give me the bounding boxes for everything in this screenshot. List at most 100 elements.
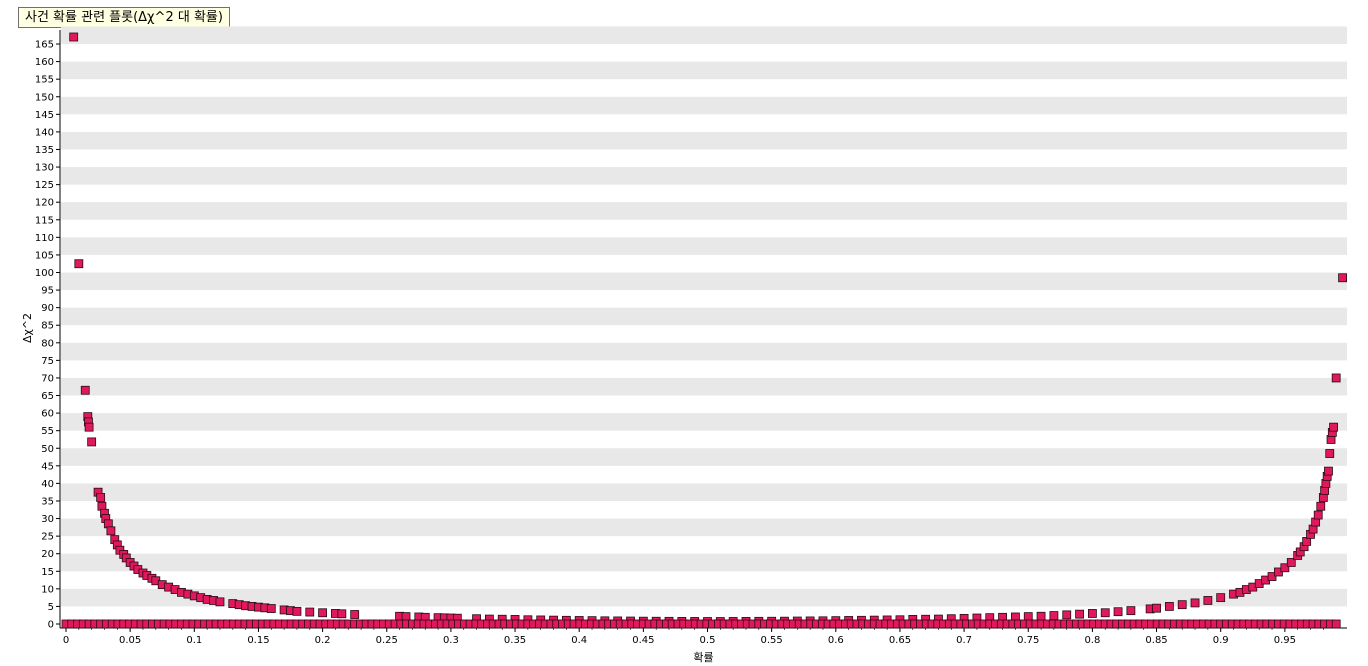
- y-tick-label: 150: [35, 92, 54, 103]
- data-point: [401, 612, 411, 622]
- x-tick-label: 0.3: [443, 635, 459, 646]
- grid-band: [61, 202, 1347, 220]
- x-tick-label: 0.55: [761, 635, 783, 646]
- grid-band: [61, 96, 1347, 115]
- y-tick-label: 30: [41, 514, 54, 525]
- y-tick-label: 15: [41, 567, 54, 578]
- y-tick-label: 90: [41, 303, 54, 314]
- x-axis-ticks: 0 0.05 0.1 0.15 0.2 0.25 0.3 0.35 0.4 0.45 0.5 0.55…: [63, 628, 1324, 646]
- x-tick-label: 0.8: [1084, 635, 1100, 646]
- data-point: [106, 526, 116, 536]
- data-point: [1036, 611, 1046, 621]
- data-point: [1331, 373, 1341, 383]
- data-point: [1280, 563, 1290, 573]
- grid-bands: [61, 26, 1347, 607]
- data-point: [1331, 619, 1341, 629]
- y-tick-label: 5: [48, 602, 54, 613]
- y-tick-label: 75: [41, 356, 54, 367]
- y-tick-label: 20: [41, 549, 54, 560]
- data-point: [350, 610, 360, 619]
- data-point: [1164, 602, 1174, 611]
- y-tick-label: 70: [41, 373, 54, 384]
- data-points: [61, 32, 1347, 629]
- data-point: [80, 385, 90, 395]
- data-point: [1088, 609, 1097, 618]
- x-tick-label: 0.15: [247, 635, 269, 646]
- y-tick-label: 155: [35, 75, 54, 86]
- data-point: [292, 606, 302, 616]
- data-point: [1190, 598, 1200, 608]
- grid-band: [61, 167, 1347, 185]
- y-tick-label: 65: [41, 391, 54, 402]
- data-point: [1113, 607, 1123, 617]
- x-tick-label: 0.75: [1017, 635, 1039, 646]
- x-tick-label: 0.5: [700, 635, 716, 646]
- grid-band: [61, 30, 1347, 45]
- x-tick-label: 0.85: [1145, 635, 1167, 646]
- grid-band: [61, 307, 1347, 326]
- data-point: [318, 608, 328, 618]
- data-point: [1329, 422, 1339, 432]
- y-tick-label: 95: [41, 286, 54, 297]
- x-tick-label: 0: [63, 635, 69, 646]
- x-tick-label: 0.7: [956, 635, 972, 646]
- data-point: [305, 607, 315, 617]
- x-tick-label: 0.35: [504, 635, 526, 646]
- grid-band: [61, 483, 1347, 501]
- y-tick-label: 40: [41, 479, 54, 490]
- y-tick-label: 10: [41, 584, 54, 595]
- data-point: [96, 493, 106, 502]
- y-tick-label: 50: [41, 444, 54, 455]
- grid-band: [61, 413, 1347, 431]
- y-tick-label: 105: [35, 250, 54, 261]
- chart-title: 사건 확률 관련 플롯(Δχ^2 대 확률): [18, 7, 230, 28]
- data-point: [1316, 501, 1326, 511]
- data-point: [1203, 596, 1213, 605]
- data-point: [1049, 611, 1059, 620]
- y-tick-label: 140: [35, 127, 54, 138]
- data-point: [1216, 593, 1226, 603]
- data-point: [1062, 610, 1072, 620]
- x-tick-label: 0.9: [1213, 635, 1229, 646]
- data-point: [337, 609, 347, 619]
- y-tick-label: 100: [35, 268, 54, 279]
- y-tick-label: 45: [41, 461, 54, 472]
- data-point: [1100, 608, 1110, 618]
- x-tick-label: 0.95: [1274, 635, 1296, 646]
- data-point: [1075, 609, 1084, 619]
- data-point: [69, 32, 79, 42]
- grid-band: [61, 377, 1347, 396]
- y-tick-label: 160: [35, 57, 54, 68]
- y-axis-ticks: 0 5 10 15 20 25 30 35 40 45 50 55 60 65 70 75 80 85 90 95 10…: [35, 40, 60, 631]
- y-tick-label: 165: [35, 40, 54, 51]
- x-tick-label: 0.6: [828, 635, 844, 646]
- x-tick-label: 0.1: [186, 635, 202, 646]
- data-point: [74, 259, 84, 269]
- y-tick-label: 130: [35, 163, 54, 174]
- y-tick-label: 25: [41, 532, 54, 543]
- data-point: [1325, 449, 1335, 458]
- y-tick-label: 35: [41, 496, 54, 507]
- axes: [59, 30, 1347, 629]
- data-point: [1152, 603, 1161, 613]
- grid-band: [61, 518, 1347, 537]
- y-tick-label: 115: [35, 215, 54, 226]
- data-point: [1313, 510, 1323, 520]
- x-tick-label: 0.45: [632, 635, 654, 646]
- x-tick-label: 0.05: [119, 635, 141, 646]
- y-tick-label: 135: [35, 145, 54, 156]
- x-tick-label: 0.2: [315, 635, 331, 646]
- y-tick-label: 145: [35, 110, 54, 121]
- data-point: [1324, 466, 1333, 476]
- data-point: [1023, 612, 1033, 622]
- data-point: [215, 597, 225, 607]
- grid-band: [61, 553, 1347, 572]
- x-tick-label: 0.4: [571, 635, 587, 646]
- data-point: [84, 422, 94, 432]
- grid-band: [61, 588, 1347, 607]
- data-point: [1267, 572, 1277, 581]
- x-tick-label: 0.65: [889, 635, 911, 646]
- y-tick-label: 85: [41, 321, 54, 332]
- x-axis-label: 확률: [693, 651, 713, 664]
